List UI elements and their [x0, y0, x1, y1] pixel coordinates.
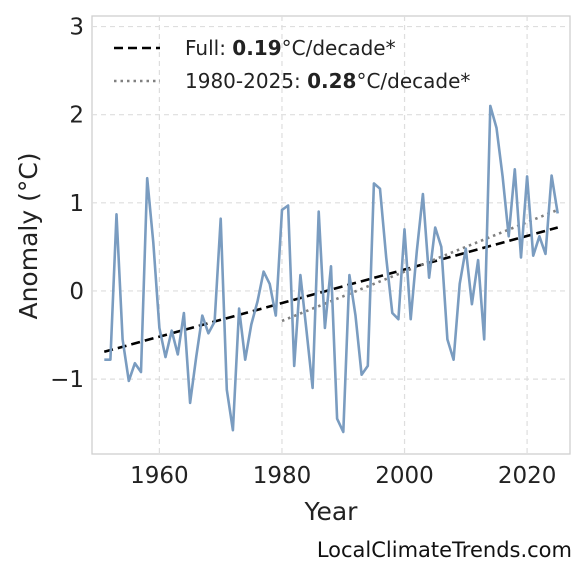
legend-full-value: 0.19 [232, 36, 281, 60]
x-tick-label: 1980 [253, 463, 312, 489]
series-lines [104, 104, 559, 434]
y-tick-labels: 3 2 1 0 −1 [50, 15, 84, 394]
plot-area [91, 15, 571, 455]
x-axis-label: Year [304, 497, 359, 526]
x-tick-label: 2020 [498, 463, 557, 489]
y-tick-label: 3 [69, 15, 84, 41]
legend-recent-prefix: 1980-2025: [185, 69, 307, 93]
x-tick-label: 2000 [375, 463, 434, 489]
legend-full-unit: °C/decade* [282, 36, 396, 60]
y-tick-label: 2 [69, 103, 84, 129]
legend-recent-value: 0.28 [307, 69, 356, 93]
anomaly-series-line [104, 104, 559, 434]
legend-entry-recent: 1980-2025: 0.28°C/decade* [185, 69, 470, 93]
legend-recent-unit: °C/decade* [356, 69, 470, 93]
trendlines [103, 208, 559, 354]
legend-full-prefix: Full: [185, 36, 232, 60]
trendline-full [103, 226, 559, 354]
y-tick-label: 1 [69, 191, 84, 217]
y-axis-label: Anomaly (°C) [14, 152, 43, 319]
legend: Full: 0.19°C/decade* 1980-2025: 0.28°C/d… [114, 36, 470, 93]
y-tick-label: −1 [50, 367, 84, 393]
y-tick-label: 0 [69, 279, 84, 305]
x-tick-labels: 1960 1980 2000 2020 [130, 463, 556, 489]
legend-entry-full: Full: 0.19°C/decade* [185, 36, 396, 60]
site-watermark: LocalClimateTrends.com [316, 538, 572, 562]
trendline-recent [281, 208, 559, 323]
x-tick-label: 1960 [130, 463, 189, 489]
